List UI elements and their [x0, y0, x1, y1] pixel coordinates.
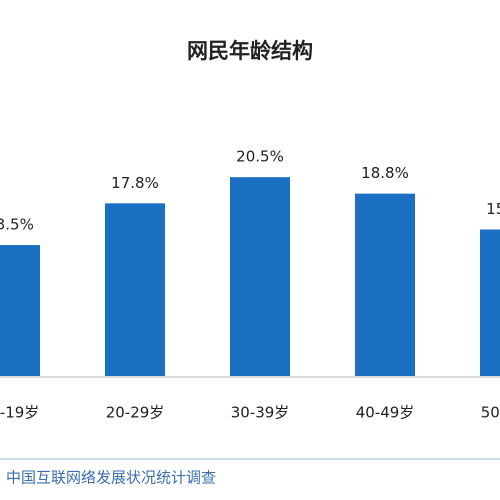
value-label: 20.5% — [236, 148, 284, 166]
x-tick-label: 50-59岁 — [481, 404, 500, 422]
value-label: 17.8% — [111, 174, 159, 192]
value-label: 13.5% — [0, 216, 34, 234]
value-label: 15.1% — [486, 200, 500, 218]
bar — [105, 203, 165, 376]
chart-title: 网民年龄结构 — [187, 39, 313, 63]
bar — [480, 229, 500, 376]
x-tick-label: 10-19岁 — [0, 404, 39, 422]
x-tick-label: 40-49岁 — [356, 404, 415, 422]
bar — [0, 245, 40, 376]
x-tick-label: 20-29岁 — [106, 404, 165, 422]
x-tick-label: 30-39岁 — [231, 404, 290, 422]
value-label: 18.8% — [361, 164, 409, 182]
bar — [355, 193, 415, 376]
bar — [230, 177, 290, 376]
source-note: 中国互联网络发展状况统计调查 — [6, 469, 216, 487]
